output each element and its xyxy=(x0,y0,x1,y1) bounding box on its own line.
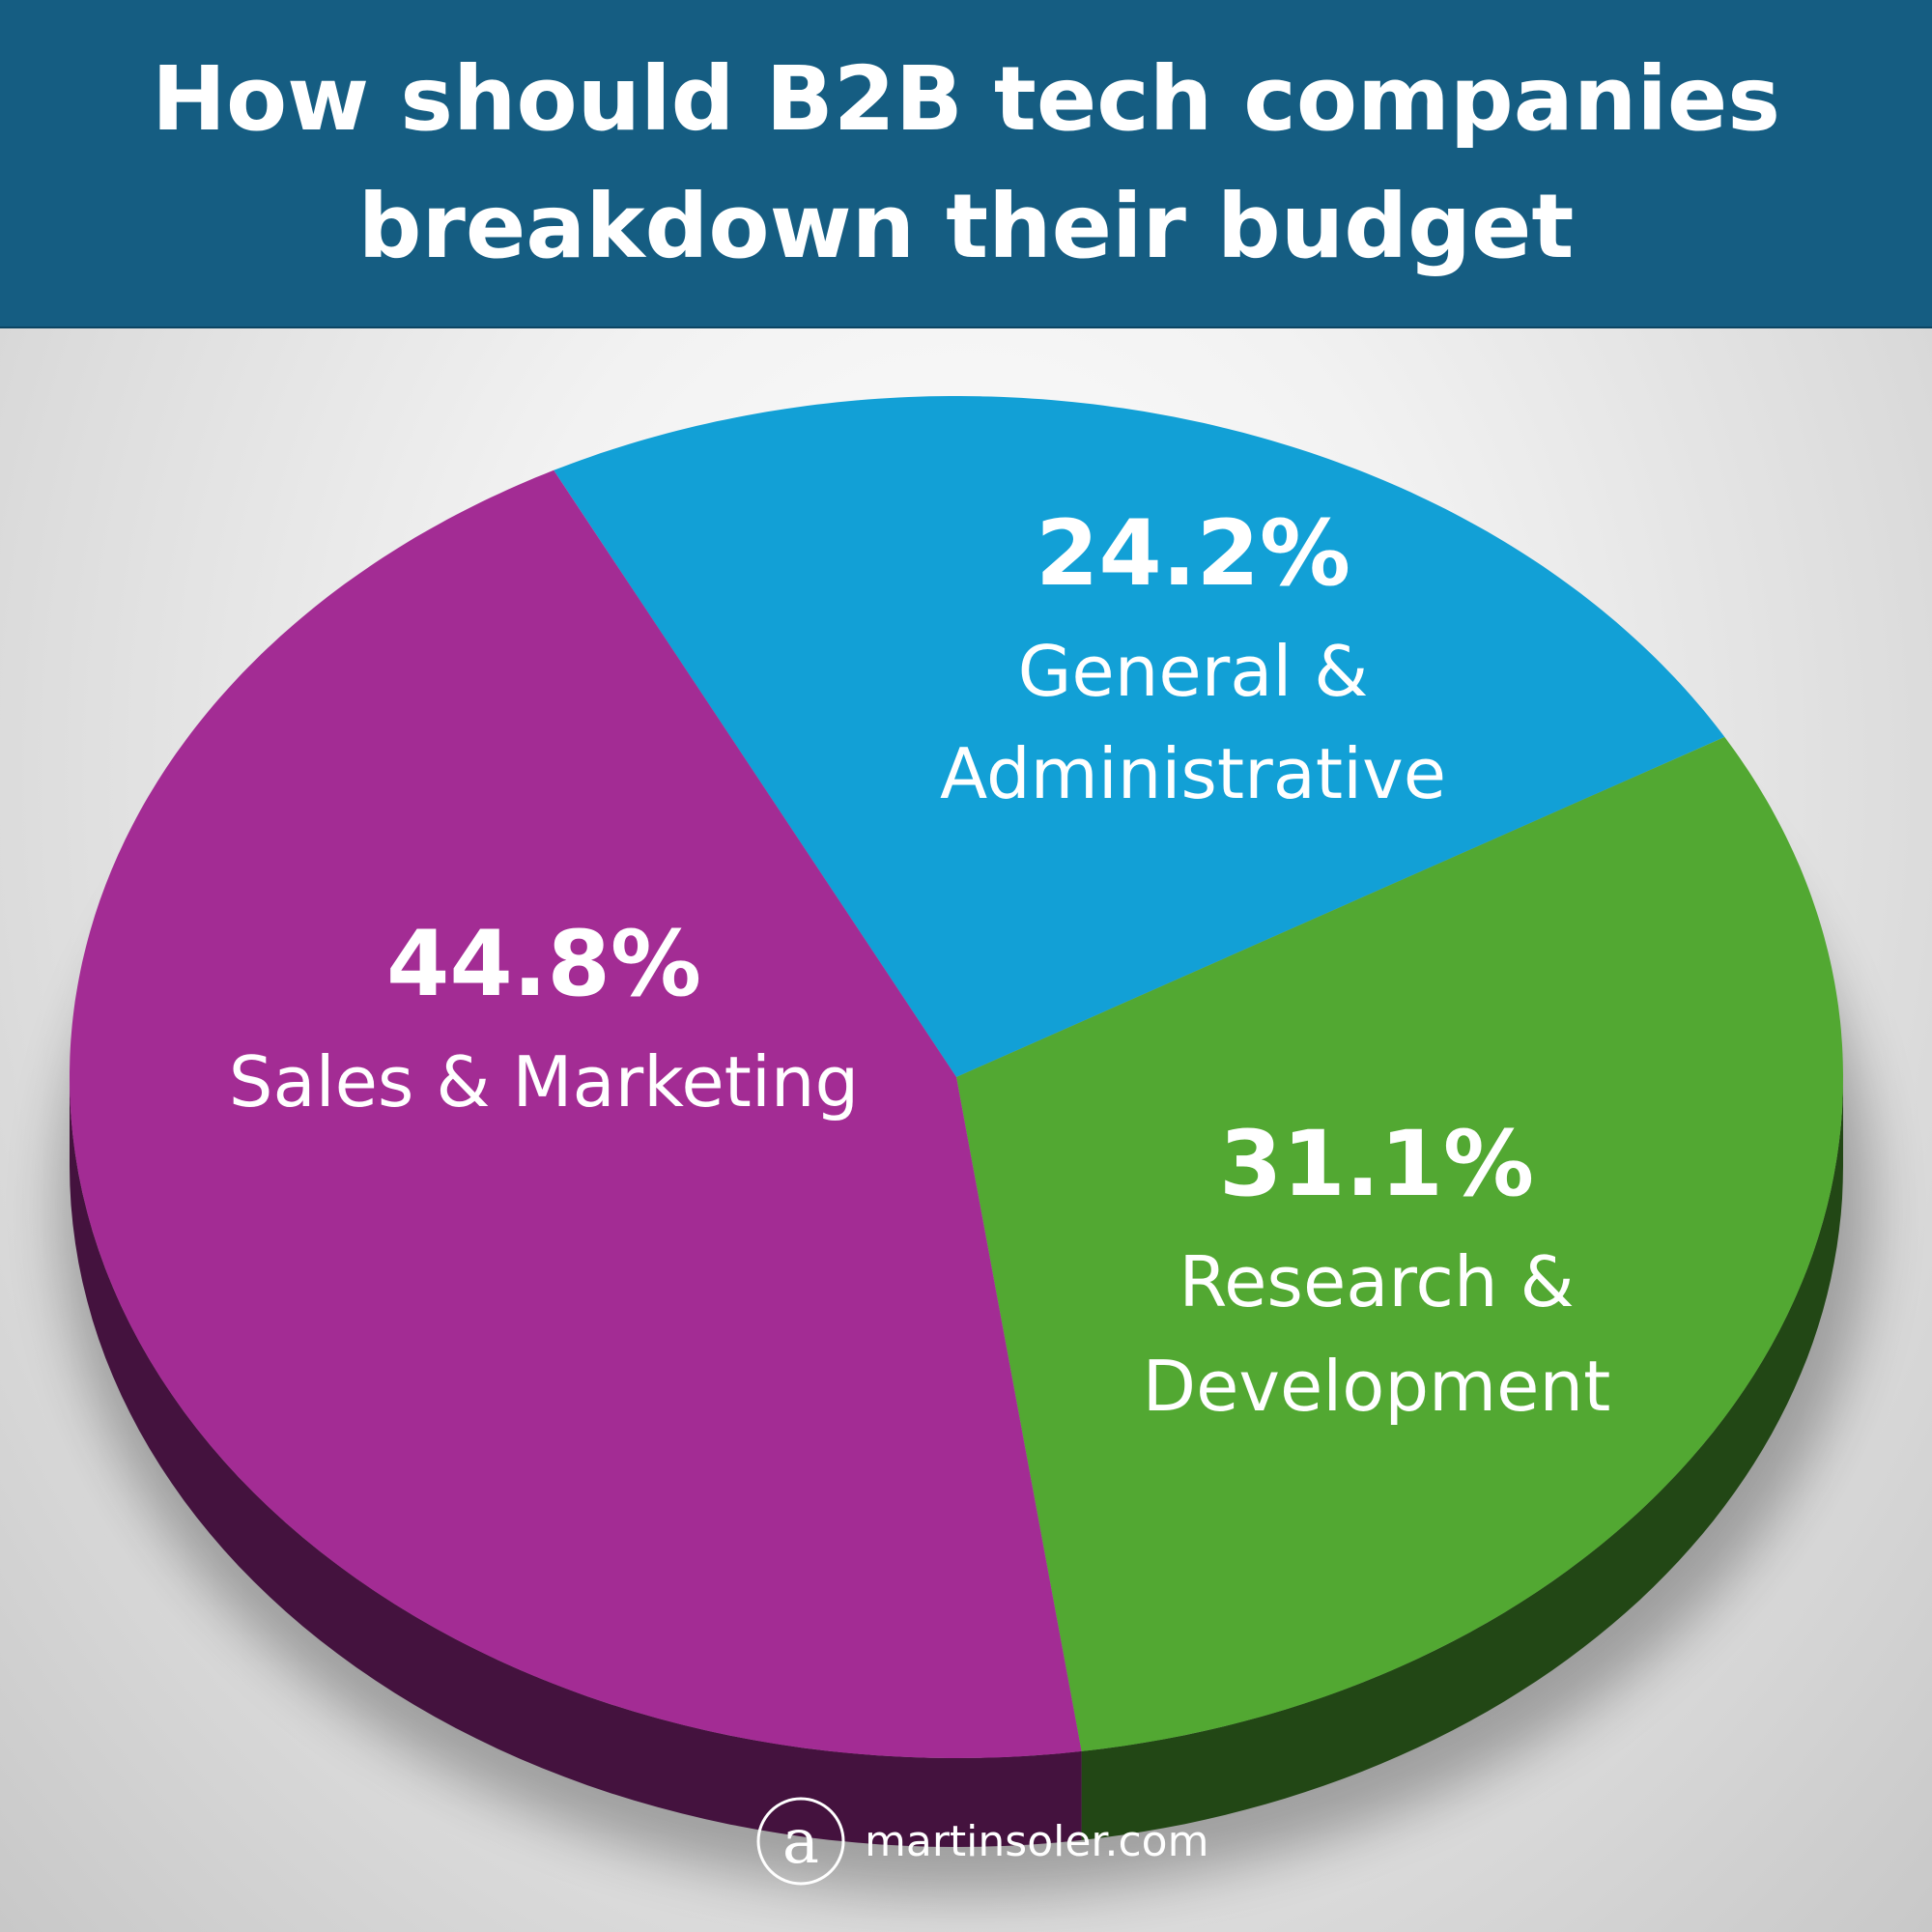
brand-mark: a xyxy=(782,1806,819,1878)
data-label-0-name-1: Administrative xyxy=(940,733,1446,814)
data-label-2-name-0: Sales & Marketing xyxy=(229,1041,859,1122)
martinsoler-logo-icon xyxy=(756,1797,845,1886)
data-label-2-value: 44.8% xyxy=(386,912,701,1017)
pie-slice-sales-marketing xyxy=(70,469,1082,1758)
data-label-1-value: 31.1% xyxy=(1219,1112,1534,1217)
data-label-0-value: 24.2% xyxy=(1036,501,1350,607)
title-line-2: breakdown their budget xyxy=(357,175,1575,278)
slice-side-2-0 xyxy=(70,1077,1082,1847)
data-label-1-name-1: Development xyxy=(1143,1346,1611,1427)
data-label-1-name-0: Research & xyxy=(1179,1241,1574,1322)
slice-side-1-0 xyxy=(1081,1077,1843,1840)
data-label-0-name-0: General & xyxy=(1018,631,1369,712)
pie-slice-general-administrative xyxy=(554,396,1725,1077)
pie-slice-research-development xyxy=(956,736,1843,1751)
title-banner: How should B2B tech companies breakdown … xyxy=(0,0,1932,328)
title-line-1: How should B2B tech companies xyxy=(151,47,1781,151)
brand-url: martinsoler.com xyxy=(865,1817,1208,1866)
